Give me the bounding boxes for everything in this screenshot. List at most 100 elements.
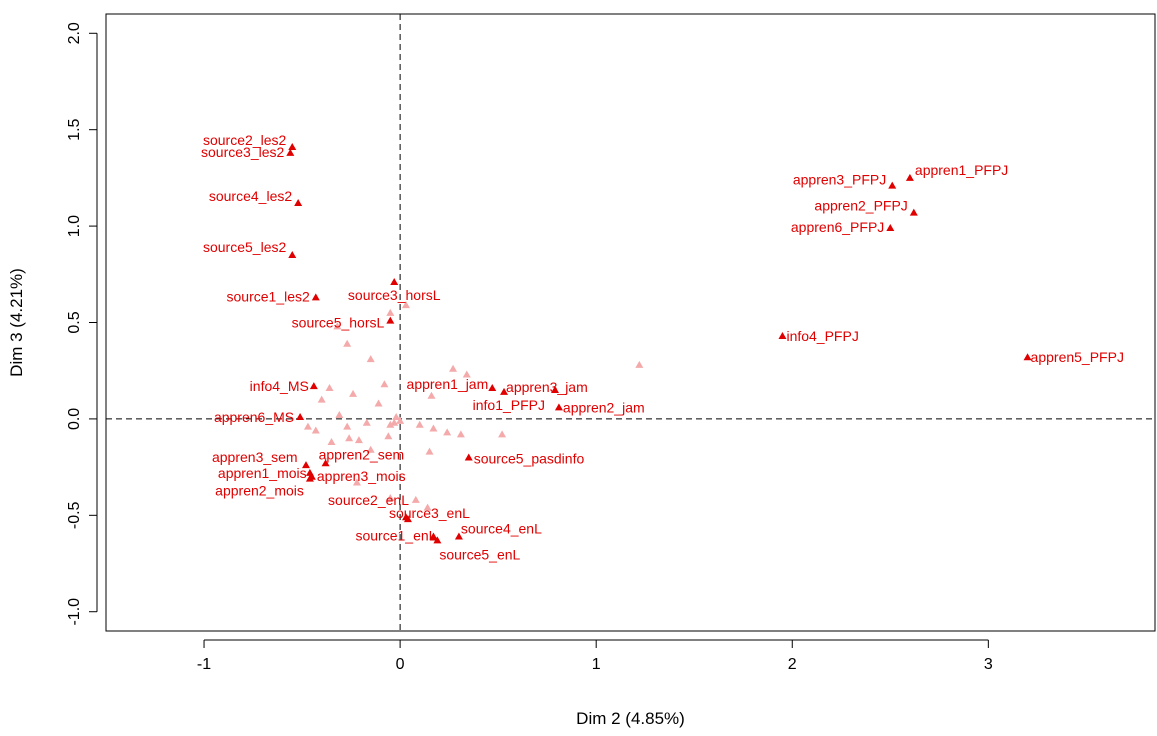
point-marker (551, 385, 560, 393)
point-label: source5_horsL (292, 315, 385, 331)
faded-point (635, 360, 644, 368)
point-marker (296, 412, 305, 420)
point-marker (488, 384, 497, 392)
point-label: source1_les2 (227, 288, 310, 304)
faded-point (462, 370, 471, 378)
point-marker (403, 515, 412, 523)
point-label: appren2_sem (319, 446, 405, 462)
x-axis-title: Dim 2 (4.85%) (576, 709, 685, 728)
point-marker (454, 532, 463, 540)
faded-point (392, 412, 401, 420)
point-marker (390, 278, 399, 286)
point-label: appren1_jam (407, 376, 489, 392)
faded-point (317, 395, 326, 403)
point-marker (386, 316, 395, 324)
point-label: source4_les2 (209, 188, 292, 204)
faded-point (449, 364, 458, 372)
faded-point (425, 447, 434, 455)
point-marker (778, 331, 787, 339)
faded-point (333, 322, 342, 330)
plot-frame (105, 13, 1156, 632)
point-marker (288, 251, 297, 259)
faded-point (354, 436, 363, 444)
faded-point (498, 430, 507, 438)
faded-point (349, 389, 358, 397)
point-label: appren3_jam (506, 379, 588, 395)
y-tick-label: -1.0 (66, 598, 83, 626)
x-tick-label: -1 (197, 656, 211, 673)
point-marker (294, 198, 303, 206)
faded-point (396, 416, 405, 424)
faded-point (401, 301, 410, 309)
point-label: appren6_MS (214, 409, 294, 425)
point-label: source3_enL (389, 505, 470, 521)
point-label: info4_PFPJ (786, 328, 858, 344)
point-label: source5_pasdinfo (474, 450, 585, 466)
y-axis-title: Dim 3 (4.21%) (7, 268, 26, 377)
point-label: appren2_mois (215, 483, 304, 499)
faded-point (390, 418, 399, 426)
point-marker (888, 181, 897, 189)
faded-point (429, 424, 438, 432)
faded-point (366, 445, 375, 453)
point-marker (311, 293, 320, 301)
point-label: source5_les2 (203, 239, 286, 255)
faded-point (327, 438, 336, 446)
x-tick-label: 2 (788, 656, 797, 673)
x-axis: -1 0 1 2 3 (197, 639, 993, 673)
point-label: appren3_PFPJ (793, 172, 886, 188)
point-label: appren3_mois (317, 468, 406, 484)
faded-point (380, 380, 389, 388)
y-tick-label: 0.5 (66, 311, 83, 333)
point-label: info4_MS (250, 378, 309, 394)
x-tick-label: 3 (984, 656, 993, 673)
faded-points (303, 301, 644, 511)
point-marker (288, 143, 297, 151)
faded-point (427, 391, 436, 399)
faded-point (456, 430, 465, 438)
y-tick-label: 1.0 (66, 215, 83, 237)
point-label: appren5_PFPJ (1031, 349, 1124, 365)
point-marker (886, 224, 895, 232)
point-marker (286, 148, 295, 156)
point-marker (301, 461, 310, 469)
y-axis: -1.0 -0.5 0.0 0.5 1.0 1.5 2.0 (66, 22, 98, 626)
point-label: source3_les2 (201, 144, 284, 160)
x-tick-label: 1 (592, 656, 601, 673)
point-label: source3_horsL (348, 287, 441, 303)
faded-point (335, 411, 344, 419)
faded-point (423, 503, 432, 511)
point-label: source2_enL (328, 492, 409, 508)
faded-point (362, 418, 371, 426)
point-marker (309, 382, 318, 390)
point-label: appren1_PFPJ (915, 162, 1008, 178)
faded-point (303, 422, 312, 430)
y-tick-label: 2.0 (66, 22, 83, 44)
point-marker (905, 173, 914, 181)
faded-point (311, 426, 320, 434)
point-label: appren1_mois (218, 465, 307, 481)
point-marker (429, 532, 438, 540)
point-label: appren2_jam (563, 399, 645, 415)
reference-lines (106, 14, 1155, 631)
y-tick-label: 0.0 (66, 408, 83, 430)
faded-point (411, 495, 420, 503)
faded-point (366, 355, 375, 363)
faded-point (345, 434, 354, 442)
faded-point (386, 493, 395, 501)
y-tick-label: 1.5 (66, 118, 83, 140)
point-marker (1023, 353, 1032, 361)
point-marker (500, 387, 509, 395)
faded-point (352, 478, 361, 486)
highlighted-points (286, 143, 1032, 544)
faded-point (374, 399, 383, 407)
point-label: source1_enL (355, 528, 436, 544)
point-marker (433, 536, 442, 544)
point-label: source2_les2 (203, 132, 286, 148)
faded-point (415, 420, 424, 428)
point-label: appren3_sem (212, 449, 298, 465)
point-marker (321, 459, 330, 467)
point-label: appren2_PFPJ (814, 198, 907, 214)
